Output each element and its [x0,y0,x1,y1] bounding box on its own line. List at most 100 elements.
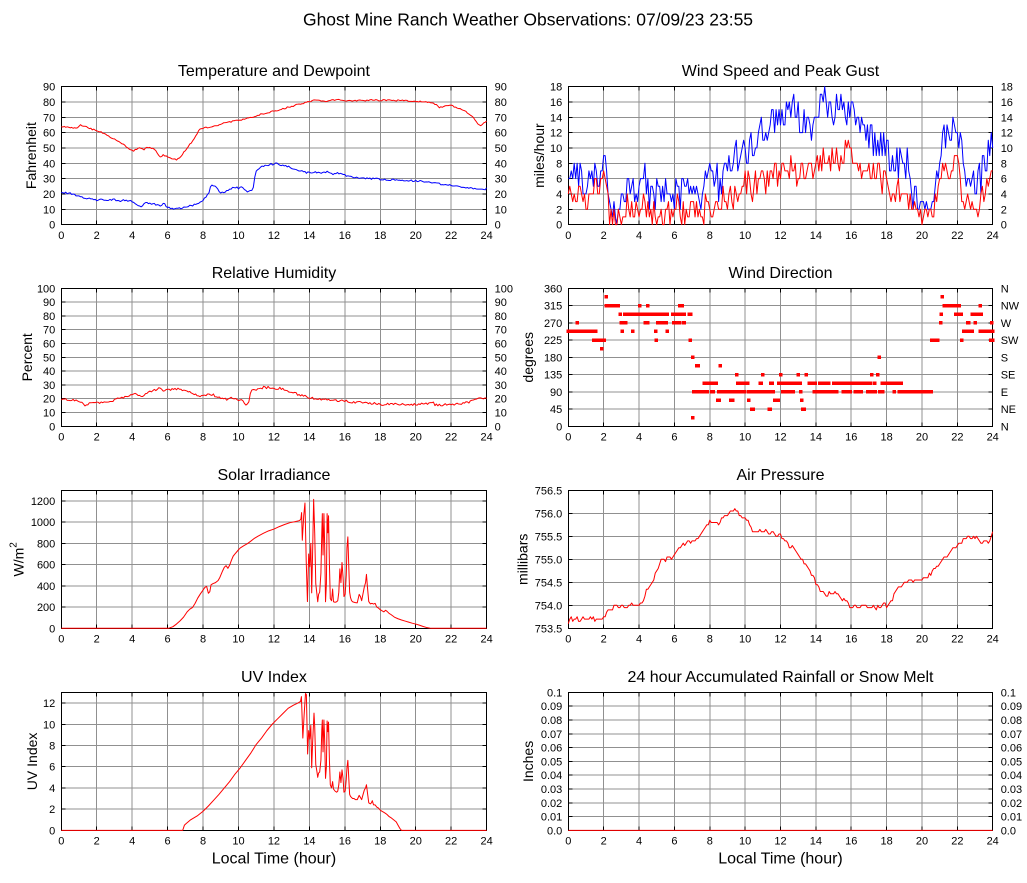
svg-text:8: 8 [556,158,562,170]
svg-text:0: 0 [1001,220,1007,232]
svg-text:NW: NW [1001,301,1020,313]
svg-text:0: 0 [495,421,501,433]
svg-text:90: 90 [43,82,55,94]
svg-text:180: 180 [544,352,562,364]
svg-text:Wind Direction: Wind Direction [728,265,832,282]
svg-text:20: 20 [916,432,928,444]
svg-text:755.0: 755.0 [535,554,563,566]
svg-text:2: 2 [601,230,607,242]
svg-text:2: 2 [49,804,55,816]
svg-text:18: 18 [880,230,892,242]
svg-text:80: 80 [495,311,507,323]
svg-text:SW: SW [1001,335,1019,347]
svg-text:Percent: Percent [19,333,35,381]
svg-text:6: 6 [671,230,677,242]
svg-text:10: 10 [43,408,55,420]
svg-text:0.1: 0.1 [1001,687,1016,699]
svg-text:2: 2 [1001,204,1007,216]
svg-text:0: 0 [49,825,55,837]
svg-text:24 hour Accumulated Rainfall o: 24 hour Accumulated Rainfall or Snow Mel… [628,669,934,686]
svg-text:0.0: 0.0 [547,825,562,837]
svg-text:8: 8 [707,836,713,848]
svg-text:40: 40 [495,366,507,378]
svg-text:14: 14 [303,432,315,444]
svg-text:80: 80 [495,97,507,109]
svg-text:4: 4 [636,634,642,646]
svg-text:70: 70 [495,325,507,337]
svg-text:16: 16 [550,97,562,109]
svg-text:16: 16 [845,634,857,646]
svg-text:4: 4 [636,432,642,444]
svg-text:0: 0 [58,634,64,646]
svg-text:8: 8 [707,432,713,444]
svg-text:0.03: 0.03 [1001,784,1022,796]
svg-text:Inches: Inches [520,741,536,782]
svg-text:Ghost Mine Ranch Weather Obser: Ghost Mine Ranch Weather Observations: 0… [303,10,753,30]
svg-text:753.5: 753.5 [535,623,563,635]
svg-text:18: 18 [374,432,386,444]
svg-text:30: 30 [495,380,507,392]
svg-text:754.0: 754.0 [535,600,563,612]
svg-text:14: 14 [810,634,822,646]
svg-text:0: 0 [565,634,571,646]
svg-text:6: 6 [671,836,677,848]
svg-text:4: 4 [129,230,135,242]
svg-text:1000: 1000 [31,517,55,529]
svg-text:24: 24 [480,836,492,848]
svg-text:90: 90 [550,387,562,399]
svg-text:100: 100 [495,283,513,295]
svg-text:2: 2 [94,836,100,848]
svg-text:24: 24 [480,230,492,242]
svg-text:24: 24 [987,230,999,242]
svg-text:10: 10 [232,836,244,848]
svg-text:UV Index: UV Index [241,669,307,686]
svg-text:2: 2 [601,836,607,848]
svg-text:2: 2 [556,204,562,216]
svg-text:0.08: 0.08 [541,715,562,727]
svg-text:600: 600 [37,560,55,572]
svg-text:22: 22 [951,432,963,444]
svg-text:60: 60 [495,128,507,140]
svg-text:miles/hour: miles/hour [531,123,547,188]
svg-text:10: 10 [739,230,751,242]
svg-text:12: 12 [268,836,280,848]
svg-text:12: 12 [550,128,562,140]
svg-text:6: 6 [49,762,55,774]
svg-text:12: 12 [1001,128,1013,140]
svg-text:60: 60 [43,339,55,351]
svg-text:10: 10 [232,230,244,242]
svg-text:10: 10 [739,836,751,848]
svg-text:10: 10 [495,408,507,420]
svg-text:0: 0 [58,836,64,848]
svg-text:16: 16 [339,836,351,848]
svg-text:12: 12 [774,634,786,646]
svg-text:18: 18 [880,432,892,444]
svg-text:755.5: 755.5 [535,531,563,543]
svg-text:12: 12 [268,634,280,646]
svg-text:6: 6 [556,174,562,186]
svg-text:E: E [1001,387,1008,399]
svg-text:24: 24 [480,634,492,646]
svg-text:100: 100 [37,283,55,295]
svg-text:18: 18 [880,836,892,848]
svg-text:10: 10 [43,719,55,731]
svg-text:22: 22 [445,230,457,242]
svg-text:6: 6 [165,230,171,242]
svg-text:50: 50 [43,143,55,155]
svg-text:24: 24 [987,634,999,646]
svg-text:756.5: 756.5 [535,485,563,497]
svg-text:6: 6 [165,634,171,646]
svg-text:N: N [1001,283,1009,295]
svg-text:70: 70 [495,112,507,124]
svg-text:4: 4 [49,783,55,795]
svg-text:0.02: 0.02 [1001,798,1022,810]
svg-text:0: 0 [565,432,571,444]
svg-text:8: 8 [49,740,55,752]
svg-text:18: 18 [880,634,892,646]
svg-text:20: 20 [410,432,422,444]
svg-text:0: 0 [556,220,562,232]
svg-text:40: 40 [495,158,507,170]
svg-text:45: 45 [550,404,562,416]
svg-text:18: 18 [374,634,386,646]
svg-text:8: 8 [707,634,713,646]
